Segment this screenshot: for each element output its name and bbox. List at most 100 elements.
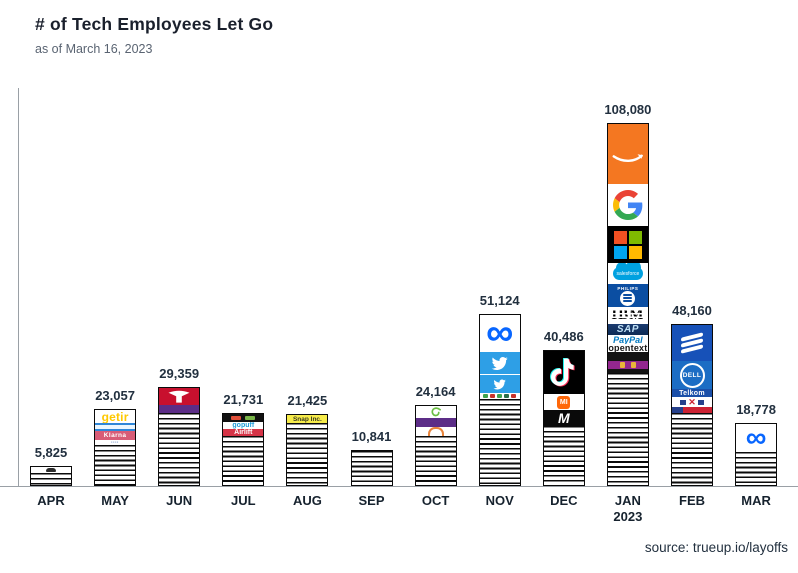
- stacked-bar: Snap Inc.: [286, 414, 329, 486]
- tiktok-note-icon: [549, 357, 575, 386]
- stripes-fill: [351, 451, 392, 485]
- stacked-bar: [30, 466, 72, 486]
- logo-swirl: [415, 406, 456, 418]
- logo-vf: ✕: [672, 397, 712, 407]
- logo-ibm: IBM: [607, 307, 648, 324]
- logo-salesforce: salesforce: [607, 263, 648, 284]
- bar-column: 5,825: [30, 445, 72, 486]
- bar-column: 29,359: [158, 366, 201, 486]
- bar-value-label: 24,164: [415, 384, 456, 399]
- bar-value-label: 23,057: [95, 388, 135, 403]
- logo-dark: [607, 369, 648, 373]
- stripes-fill: [287, 423, 328, 485]
- logo-airlift: Airlift: [223, 429, 264, 436]
- logo-twitter: [479, 374, 520, 393]
- stripes-fill: [736, 452, 777, 485]
- logo-gopuff: gopuff: [223, 422, 264, 429]
- month-axis-label: DEC: [550, 493, 578, 508]
- bar-value-label: 108,080: [604, 102, 652, 117]
- bar-value-label: 18,778: [736, 402, 776, 417]
- logo-telkom: Telkom: [672, 389, 712, 397]
- bar-column: 48,160 DELL Telkom ✕: [671, 303, 713, 486]
- salesforce-cloud-icon: salesforce: [612, 263, 643, 280]
- month-axis-label: APR: [37, 493, 65, 508]
- green-swirl-icon: [431, 406, 441, 416]
- small-dark-logo-icon: [46, 468, 56, 472]
- logo-purple: [415, 418, 456, 427]
- logo-redblue: [672, 407, 712, 413]
- logo-red-tee: [159, 388, 200, 405]
- philips-shield-icon: [620, 290, 636, 306]
- y-axis-line: [18, 88, 19, 486]
- twitter-bird-icon: [493, 378, 506, 389]
- logo-getir: getir: [95, 410, 136, 423]
- bar-column: 40,486 MI M: [542, 329, 585, 486]
- bar-value-label: 29,359: [159, 366, 200, 381]
- red-white-logo-icon: [680, 399, 687, 405]
- twitter-bird-icon: [491, 356, 508, 370]
- logo-dark: [607, 357, 648, 361]
- logo-xiaomi: MI: [543, 394, 584, 410]
- logo-snap: Snap Inc.: [287, 415, 328, 423]
- red-logo-icon: [168, 390, 190, 403]
- month-axis-label: JUL: [231, 493, 256, 508]
- bar-column: 21,425 Snap Inc.: [286, 393, 329, 486]
- microsoft-logo-icon: [613, 230, 642, 259]
- stacked-bar: [158, 387, 201, 486]
- bar-value-label: 5,825: [34, 445, 68, 460]
- stripes-fill: [159, 413, 200, 485]
- logo-purple: [159, 405, 200, 413]
- month-axis-label: MAY: [101, 493, 129, 508]
- month-axis-label: FEB: [679, 493, 705, 508]
- month-axis-label: NOV: [485, 493, 514, 508]
- stacked-bar: MI M: [542, 350, 585, 486]
- stacked-bar: gopuff Airlift: [222, 413, 265, 486]
- month-axis-label: MAR: [741, 493, 771, 508]
- stripes-fill: [672, 413, 712, 485]
- stripes-fill: [95, 445, 136, 485]
- orange-arch-icon: [427, 427, 444, 436]
- month-axis-label: JUN: [166, 493, 193, 508]
- bar-column: 24,164: [414, 384, 457, 486]
- month-axis-label: OCT: [421, 493, 450, 508]
- logo-tiktok: [543, 351, 584, 394]
- page-subtitle: as of March 16, 2023: [35, 42, 153, 56]
- logo-black-chips: [223, 414, 264, 422]
- bar-value-label: 21,425: [287, 393, 328, 408]
- bar-value-label: 10,841: [351, 429, 392, 444]
- bar-column: 108,080 salesforce PHILIPS IBM SAP PayPal open…: [604, 102, 652, 486]
- logo-blue-band: [95, 423, 136, 431]
- meta-infinity-icon: ∞: [486, 315, 514, 351]
- stripes-fill: [479, 399, 520, 485]
- logo-twitter: [479, 351, 520, 374]
- stripes-fill: [607, 373, 648, 485]
- logo-trophy: [607, 361, 648, 369]
- source-text: source: trueup.io/layoffs: [644, 540, 788, 555]
- logo-philips: PHILIPS: [607, 284, 648, 307]
- stripes-fill: [31, 473, 71, 485]
- logo-meta: ∞: [736, 424, 777, 452]
- bar-column: 51,124 ∞: [478, 293, 521, 486]
- logo-arch: [415, 427, 456, 436]
- logo-klarna: Klarna: [95, 431, 136, 440]
- amazon-smile-icon: [612, 154, 643, 162]
- logo-amazon: [607, 124, 648, 184]
- logo-paypal: PayPal: [607, 335, 648, 344]
- stripes-fill: [543, 426, 584, 485]
- logo-dell: DELL: [672, 361, 712, 389]
- meta-infinity-icon: ∞: [745, 424, 767, 452]
- month-axis-label: SEP: [358, 493, 385, 508]
- logo-sap: SAP: [607, 324, 648, 335]
- logo-m-black: M: [543, 410, 584, 426]
- logo-ericsson: [672, 325, 712, 361]
- bar-column: 21,731 gopuff Airlift: [222, 392, 265, 486]
- month-axis-label: JAN 2023: [613, 493, 643, 525]
- stripes-fill: [223, 436, 264, 485]
- page-title: # of Tech Employees Let Go: [35, 14, 274, 34]
- stacked-bar: ∞: [735, 423, 778, 486]
- stripes-fill: [415, 436, 456, 485]
- dark-logo-chips-icon: [231, 416, 242, 420]
- month-axis-label: AUG: [292, 493, 322, 508]
- gold-trophy-icon: [619, 362, 625, 368]
